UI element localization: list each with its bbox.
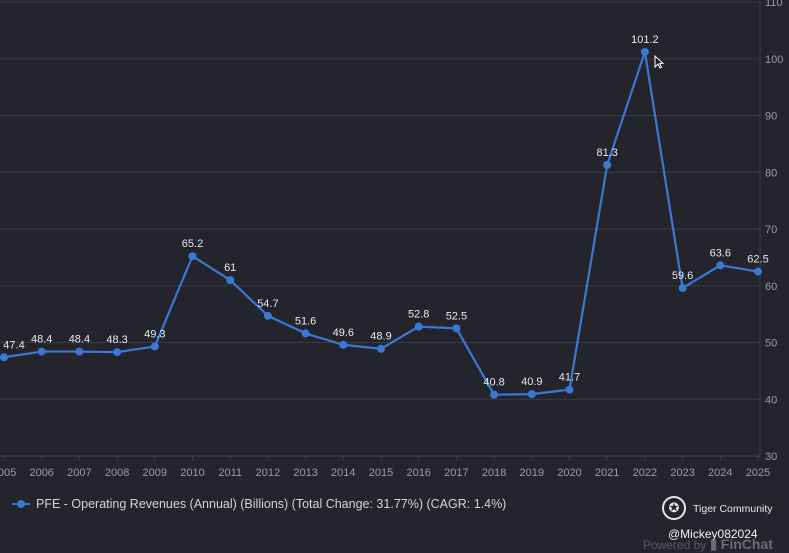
legend-label: PFE - Operating Revenues (Annual) (Billi… bbox=[36, 497, 507, 511]
y-tick-label: 80 bbox=[765, 167, 777, 179]
x-tick-label: 2010 bbox=[180, 467, 204, 479]
data-point[interactable] bbox=[150, 342, 159, 351]
tiger-community-watermark: ✪ Tiger Community @Mickey082024 bbox=[662, 495, 787, 551]
grid-lines bbox=[0, 0, 761, 457]
data-point[interactable] bbox=[226, 276, 235, 285]
tiger-logo-icon: ✪ bbox=[662, 496, 686, 520]
data-label: 48.4 bbox=[31, 334, 52, 346]
data-label: 41.7 bbox=[559, 372, 580, 384]
data-label: 48.3 bbox=[106, 334, 127, 346]
data-label: 49.6 bbox=[333, 327, 354, 339]
data-point[interactable] bbox=[339, 340, 348, 349]
data-point[interactable] bbox=[377, 344, 385, 353]
data-point[interactable] bbox=[754, 267, 762, 276]
x-tick-label: 2022 bbox=[633, 467, 657, 479]
x-tick-label: 2024 bbox=[708, 467, 732, 479]
x-tick-label: 2020 bbox=[557, 467, 581, 479]
y-tick-label: 30 bbox=[765, 451, 777, 463]
x-tick-label: 2013 bbox=[293, 467, 317, 479]
x-tick-label: 2011 bbox=[218, 467, 242, 479]
data-label: 51.6 bbox=[295, 315, 316, 327]
data-point[interactable] bbox=[263, 311, 272, 320]
x-tick-label: 2005 bbox=[0, 467, 16, 479]
data-label: 81.3 bbox=[596, 147, 617, 159]
data-labels: 47.4 48.4 48.4 48.3 49.3 65.2 61 54.7 51.6 49.6 48… bbox=[3, 34, 768, 389]
x-tick-label: 2017 bbox=[444, 467, 468, 479]
legend-marker-icon bbox=[12, 499, 30, 509]
data-label: 62.5 bbox=[747, 254, 768, 266]
data-point[interactable] bbox=[527, 390, 536, 399]
x-tick-label: 2016 bbox=[406, 467, 430, 479]
y-tick-label: 100 bbox=[765, 54, 783, 66]
x-tick-label: 2021 bbox=[595, 467, 619, 479]
data-point[interactable] bbox=[414, 322, 423, 331]
data-point[interactable] bbox=[565, 385, 574, 394]
x-tick-label: 2012 bbox=[256, 467, 280, 479]
data-label: 40.8 bbox=[483, 377, 504, 389]
data-point[interactable] bbox=[452, 324, 461, 333]
data-point[interactable] bbox=[603, 160, 612, 169]
x-tick-label: 2019 bbox=[520, 467, 544, 479]
data-label: 47.4 bbox=[3, 339, 24, 351]
data-label: 49.3 bbox=[144, 328, 165, 340]
x-tick-label: 2006 bbox=[29, 467, 53, 479]
data-point[interactable] bbox=[188, 252, 197, 261]
data-label: 52.5 bbox=[446, 310, 467, 322]
data-point[interactable] bbox=[75, 347, 84, 356]
brand-username: @Mickey082024 bbox=[668, 527, 758, 541]
y-tick-label: 50 bbox=[765, 338, 777, 350]
data-label: 48.9 bbox=[370, 331, 391, 343]
finchat-logo-text: FinChat bbox=[720, 536, 773, 552]
x-tick-label: 2009 bbox=[143, 467, 167, 479]
data-point[interactable] bbox=[0, 353, 8, 362]
data-label: 63.6 bbox=[710, 247, 731, 259]
data-label: 59.6 bbox=[672, 270, 693, 282]
x-axis: 2005 2006 2007 2008 2009 2010 2011 2012 2013 2014… bbox=[0, 456, 770, 479]
data-point[interactable] bbox=[113, 348, 122, 357]
data-points bbox=[0, 47, 762, 399]
brand-name: Tiger Community bbox=[693, 503, 773, 515]
data-label: 40.9 bbox=[521, 376, 542, 388]
y-tick-label: 110 bbox=[765, 0, 783, 9]
data-point[interactable] bbox=[490, 390, 499, 399]
y-tick-label: 70 bbox=[765, 224, 777, 236]
x-tick-label: 2015 bbox=[369, 467, 393, 479]
data-point[interactable] bbox=[640, 47, 649, 56]
y-axis: 30 40 50 60 70 80 90 100 110 bbox=[765, 0, 783, 463]
x-tick-label: 2007 bbox=[67, 467, 91, 479]
x-tick-label: 2023 bbox=[670, 467, 694, 479]
data-label: 65.2 bbox=[182, 238, 203, 250]
x-tick-label: 2025 bbox=[746, 467, 770, 479]
mouse-cursor-icon bbox=[654, 55, 664, 69]
x-tick-label: 2018 bbox=[482, 467, 506, 479]
x-tick-label: 2008 bbox=[105, 467, 129, 479]
y-tick-label: 40 bbox=[765, 394, 777, 406]
x-tick-label: 2014 bbox=[331, 467, 355, 479]
finchat-logo-icon: ▮ bbox=[709, 536, 718, 552]
data-point[interactable] bbox=[678, 284, 687, 293]
data-point[interactable] bbox=[716, 261, 725, 270]
data-point[interactable] bbox=[37, 347, 46, 356]
powered-by-text: Powered by bbox=[643, 538, 707, 552]
data-label: 101.2 bbox=[631, 34, 659, 46]
y-tick-label: 60 bbox=[765, 281, 777, 293]
data-label: 52.8 bbox=[408, 309, 429, 321]
data-point[interactable] bbox=[301, 329, 310, 338]
data-label: 48.4 bbox=[69, 334, 90, 346]
powered-by-label: Powered by ▮ FinChat bbox=[643, 536, 773, 553]
y-tick-label: 90 bbox=[765, 111, 777, 123]
legend[interactable]: PFE - Operating Revenues (Annual) (Billi… bbox=[12, 497, 506, 511]
data-label: 61 bbox=[224, 262, 236, 274]
data-label: 54.7 bbox=[257, 298, 278, 310]
